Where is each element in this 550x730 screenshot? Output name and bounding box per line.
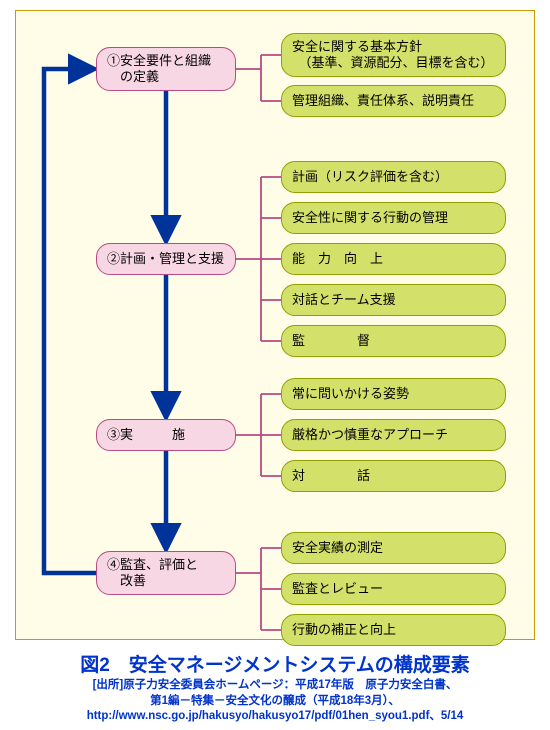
detail-g1a: 安全に関する基本方針 （基準、資源配分、目標を含む） (281, 33, 506, 77)
detail-g2d: 対話とチーム支援 (281, 284, 506, 316)
detail-g2c: 能 力 向 上 (281, 243, 506, 275)
figure-title: 図2 安全マネージメントシステムの構成要素 (0, 650, 550, 677)
stage-label: ③実 施 (107, 427, 225, 443)
stage-label: ①安全要件と組織 (107, 53, 225, 69)
detail-g2a: 計画（リスク評価を含む） (281, 161, 506, 193)
detail-g4b: 監査とレビュー (281, 573, 506, 605)
diagram-canvas: ①安全要件と組織 の定義 ②計画・管理と支援 ③実 施 ④監査、評価と 改善 安全に関す… (15, 10, 535, 640)
stage-label: ④監査、評価と (107, 557, 225, 573)
detail-g3b: 厳格かつ慎重なアプローチ (281, 419, 506, 451)
figure-source: [出所]原子力安全委員会ホームページ：平成17年版 原子力安全白書、 第1編－特… (0, 678, 550, 725)
detail-g2b: 安全性に関する行動の管理 (281, 202, 506, 234)
stage-label: の定義 (107, 69, 225, 85)
detail-g2e: 監 督 (281, 325, 506, 357)
detail-g4c: 行動の補正と向上 (281, 614, 506, 646)
detail-g4a: 安全実績の測定 (281, 532, 506, 564)
stage-label: 改善 (107, 573, 225, 589)
detail-g1b: 管理組織、責任体系、説明責任 (281, 85, 506, 117)
stage-p4: ④監査、評価と 改善 (96, 551, 236, 595)
stage-p3: ③実 施 (96, 419, 236, 451)
stage-p1: ①安全要件と組織 の定義 (96, 47, 236, 91)
stage-p2: ②計画・管理と支援 (96, 243, 236, 275)
detail-g3a: 常に問いかける姿勢 (281, 378, 506, 410)
detail-g3c: 対 話 (281, 460, 506, 492)
stage-label: ②計画・管理と支援 (107, 251, 225, 267)
